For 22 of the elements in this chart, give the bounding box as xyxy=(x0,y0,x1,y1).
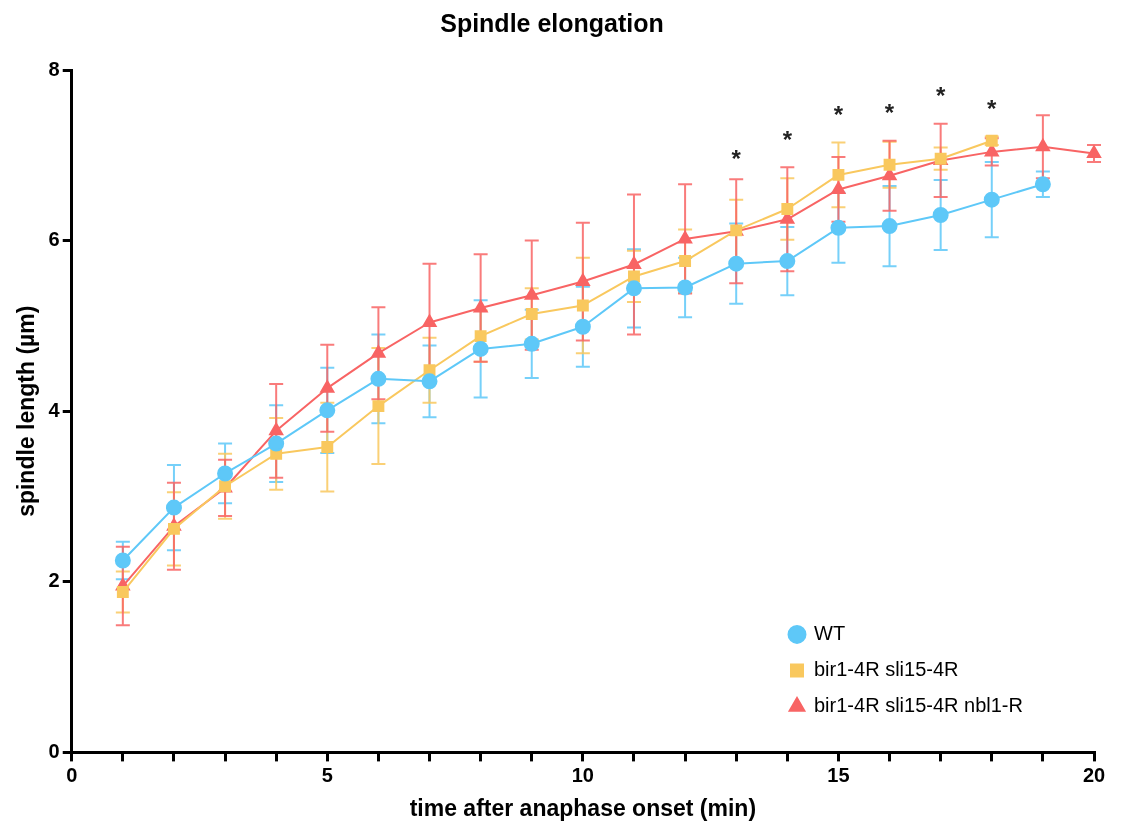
legend-label: WT xyxy=(814,621,846,644)
y-tick-label: 2 xyxy=(48,569,60,592)
annotation: * xyxy=(935,82,946,110)
annotation: * xyxy=(731,144,742,172)
annotation: * xyxy=(782,125,793,153)
legend-label: bir1-4R sli15-4R nbl1-R xyxy=(814,693,1023,716)
x-tick-label: 10 xyxy=(571,763,594,786)
legend-label: bir1-4R sli15-4R xyxy=(814,657,959,680)
x-tick-label: 5 xyxy=(321,763,333,786)
x-axis-title: time after anaphase onset (min) xyxy=(409,794,757,821)
annotation: * xyxy=(833,101,844,129)
y-tick-label: 4 xyxy=(48,398,61,421)
chart-title: Spindle elongation xyxy=(440,8,664,37)
annotation: * xyxy=(884,99,895,127)
y-tick-label: 8 xyxy=(48,57,60,80)
x-tick-label: 0 xyxy=(66,763,78,786)
y-tick-label: 0 xyxy=(48,739,60,762)
annotation: * xyxy=(987,95,998,123)
y-axis-title: spindle length (µm) xyxy=(13,305,40,517)
y-tick-label: 6 xyxy=(48,228,60,251)
x-tick-label: 20 xyxy=(1082,763,1106,786)
x-tick-label: 15 xyxy=(827,763,850,786)
